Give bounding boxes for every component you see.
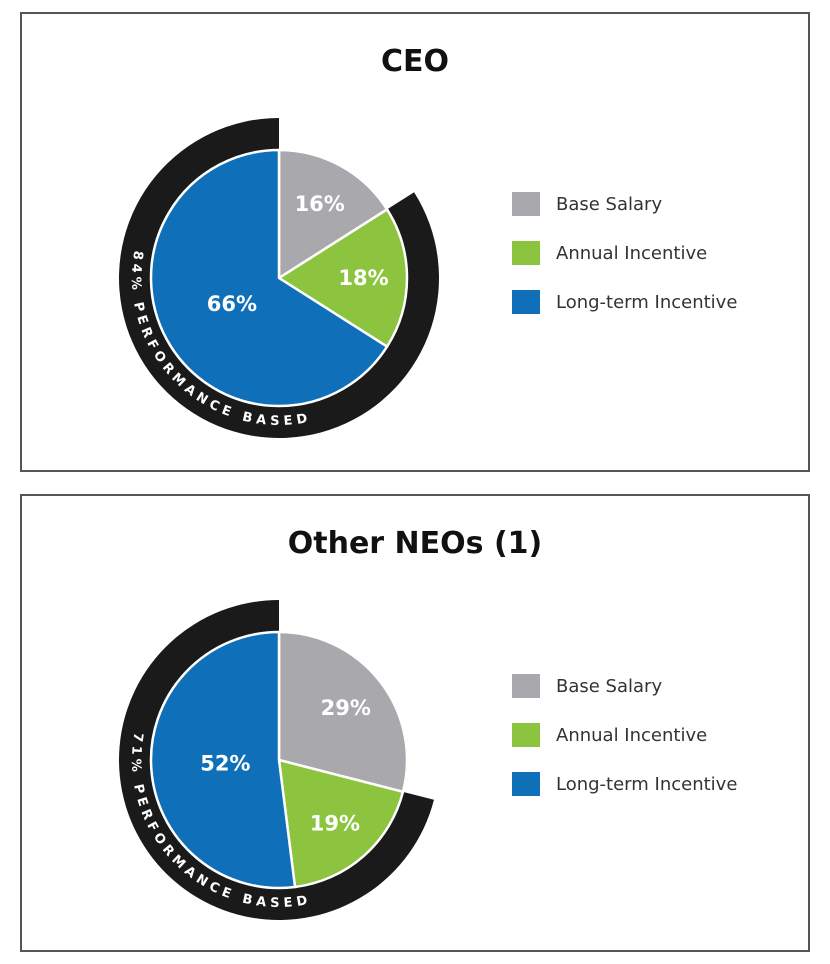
pie-slice-long-term-incentive: [149, 630, 297, 890]
pie-slice-long-term-incentive: [149, 148, 389, 408]
legend-label: Long-term Incentive: [556, 291, 738, 313]
legend-label: Annual Incentive: [556, 724, 708, 746]
slice-label-base-salary: 16%: [295, 192, 345, 216]
legend-label: Base Salary: [556, 193, 663, 215]
legend-item-long-term-incentive: Long-term Incentive: [512, 772, 737, 796]
ceo-pie-chart: 16%18%66%84% PERFORMANCE BASED: [119, 118, 440, 438]
legend-swatch-long-term-incentive: [512, 290, 540, 314]
legend-item-long-term-incentive: Long-term Incentive: [512, 290, 737, 314]
legend-item-annual-incentive: Annual Incentive: [512, 723, 737, 747]
legend-label: Annual Incentive: [556, 242, 708, 264]
chart-title: Other NEOs (1): [287, 526, 543, 561]
legend-item-annual-incentive: Annual Incentive: [512, 241, 737, 265]
ceo-legend: Base Salary Annual Incentive Long-term I…: [512, 192, 737, 339]
slice-label-long-term-incentive: 52%: [200, 751, 250, 775]
legend-label: Base Salary: [556, 675, 663, 697]
slice-label-annual-incentive: 19%: [310, 811, 360, 835]
pie-slice-annual-incentive: [277, 208, 409, 348]
other-neos-legend: Base Salary Annual Incentive Long-term I…: [512, 674, 737, 821]
legend-swatch-base-salary: [512, 674, 540, 698]
chart-title: CEO: [380, 44, 449, 79]
other-neos-chart-panel: Other NEOs (1) 29% 19% 52% 71% PERFORMANCE …: [20, 494, 810, 952]
legend-swatch-annual-incentive: [512, 723, 540, 747]
slice-label-annual-incentive: 18%: [338, 266, 388, 290]
legend-swatch-base-salary: [512, 192, 540, 216]
legend-swatch-long-term-incentive: [512, 772, 540, 796]
slice-label-base-salary: 29%: [321, 696, 371, 720]
pie-slice-annual-incentive: [277, 758, 405, 889]
legend-item-base-salary: Base Salary: [512, 674, 737, 698]
legend-item-base-salary: Base Salary: [512, 192, 737, 216]
legend-label: Long-term Incentive: [556, 773, 738, 795]
pie-slice-base-salary: [277, 630, 409, 794]
other-neos-pie-chart: 29%19%52%71% PERFORMANCE BASED: [118, 600, 434, 920]
slice-label-long-term-incentive: 66%: [207, 292, 257, 316]
pie-slice-base-salary: [277, 148, 389, 280]
legend-swatch-annual-incentive: [512, 241, 540, 265]
ceo-chart-panel: CEO 16% 18% 66% 84% PERFORMANCE BASED Base …: [20, 12, 810, 472]
